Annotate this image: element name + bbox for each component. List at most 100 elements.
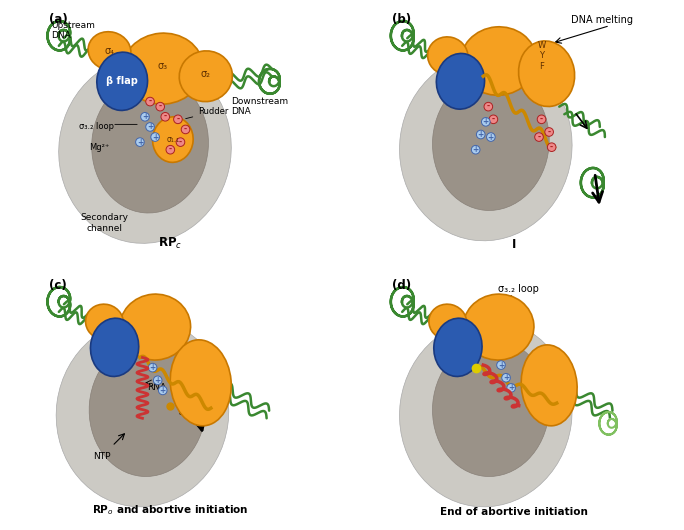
Circle shape: [486, 132, 495, 142]
Text: Upstream
DNA: Upstream DNA: [51, 21, 95, 40]
Circle shape: [181, 125, 190, 134]
Text: σ₃.₂ loop: σ₃.₂ loop: [79, 122, 114, 131]
Ellipse shape: [399, 54, 572, 241]
Text: σ₁.₁: σ₁.₁: [166, 135, 179, 144]
Text: (a): (a): [49, 13, 68, 26]
Circle shape: [484, 102, 492, 111]
Circle shape: [482, 118, 490, 126]
Ellipse shape: [463, 294, 534, 360]
Text: +: +: [159, 386, 166, 395]
Text: σ₂: σ₂: [201, 69, 211, 79]
Text: σ₃.₂ loop: σ₃.₂ loop: [499, 284, 539, 294]
Ellipse shape: [92, 76, 209, 213]
Text: Rudder: Rudder: [185, 107, 228, 119]
Circle shape: [151, 132, 159, 142]
Text: +: +: [155, 376, 161, 385]
Ellipse shape: [90, 318, 139, 376]
Text: +: +: [137, 138, 143, 147]
Text: -: -: [176, 115, 179, 124]
Text: Secondary
channel: Secondary channel: [81, 214, 129, 233]
Text: -: -: [179, 138, 182, 147]
Text: -: -: [548, 128, 551, 137]
Text: -: -: [538, 132, 540, 142]
Ellipse shape: [518, 41, 575, 107]
Text: +: +: [503, 373, 509, 382]
Text: +: +: [152, 132, 158, 142]
Text: Mg²⁺: Mg²⁺: [89, 143, 109, 152]
Ellipse shape: [460, 27, 536, 95]
Text: +: +: [142, 112, 148, 121]
Ellipse shape: [432, 74, 549, 210]
Text: +: +: [508, 383, 514, 392]
Circle shape: [148, 363, 157, 372]
Circle shape: [156, 102, 165, 111]
Ellipse shape: [86, 304, 123, 340]
Text: -: -: [184, 125, 187, 134]
Circle shape: [153, 376, 162, 385]
Circle shape: [146, 122, 155, 131]
Text: (c): (c): [49, 279, 66, 292]
Ellipse shape: [59, 56, 231, 243]
Text: -: -: [540, 115, 543, 124]
Circle shape: [146, 98, 155, 106]
Text: Downstream
DNA: Downstream DNA: [231, 97, 288, 117]
Text: NTP: NTP: [93, 452, 111, 461]
Text: RP$_o$ and abortive initiation: RP$_o$ and abortive initiation: [92, 504, 248, 517]
Circle shape: [161, 112, 170, 121]
Text: W
Y
F: W Y F: [538, 41, 546, 71]
Text: +: +: [488, 132, 494, 142]
Ellipse shape: [153, 117, 193, 162]
Text: RNA: RNA: [148, 383, 167, 392]
Text: -: -: [163, 112, 167, 121]
Text: -: -: [148, 97, 152, 106]
Ellipse shape: [97, 52, 148, 110]
Text: Lid: Lid: [135, 90, 153, 102]
Text: I: I: [512, 238, 516, 251]
Circle shape: [545, 128, 553, 136]
Ellipse shape: [521, 345, 577, 426]
Ellipse shape: [432, 340, 549, 476]
Text: -: -: [487, 102, 490, 111]
Text: +: +: [147, 122, 153, 131]
Circle shape: [141, 112, 149, 121]
Ellipse shape: [436, 54, 484, 109]
Circle shape: [489, 115, 498, 123]
Circle shape: [477, 130, 485, 139]
Text: Bridge: Bridge: [178, 401, 206, 410]
Text: -: -: [159, 102, 161, 111]
Text: σ₄: σ₄: [105, 46, 114, 56]
Circle shape: [537, 115, 546, 123]
Text: (d): (d): [392, 279, 411, 292]
Text: σ₃: σ₃: [158, 61, 168, 71]
Ellipse shape: [89, 340, 206, 476]
Circle shape: [159, 386, 167, 395]
Circle shape: [502, 374, 510, 382]
Text: +: +: [498, 360, 504, 369]
Text: (b): (b): [392, 13, 411, 26]
Circle shape: [547, 143, 556, 152]
Ellipse shape: [170, 340, 231, 426]
Circle shape: [166, 145, 174, 154]
Circle shape: [471, 145, 480, 154]
Text: +: +: [473, 145, 479, 154]
Ellipse shape: [56, 320, 228, 507]
Ellipse shape: [429, 304, 466, 340]
Circle shape: [497, 361, 505, 369]
Circle shape: [135, 138, 144, 146]
Ellipse shape: [428, 37, 468, 75]
Text: +: +: [477, 130, 484, 139]
Text: End of abortive initiation: End of abortive initiation: [440, 507, 588, 517]
Circle shape: [176, 138, 185, 146]
Circle shape: [535, 132, 543, 142]
Ellipse shape: [122, 33, 203, 104]
Text: -: -: [169, 145, 172, 154]
Ellipse shape: [399, 320, 572, 507]
Ellipse shape: [179, 51, 233, 102]
Ellipse shape: [88, 32, 131, 70]
Ellipse shape: [120, 294, 191, 360]
Ellipse shape: [434, 318, 482, 376]
Text: +: +: [483, 117, 489, 126]
Circle shape: [507, 384, 516, 392]
Text: β flap: β flap: [106, 76, 138, 86]
Text: RP$_c$: RP$_c$: [158, 236, 183, 251]
